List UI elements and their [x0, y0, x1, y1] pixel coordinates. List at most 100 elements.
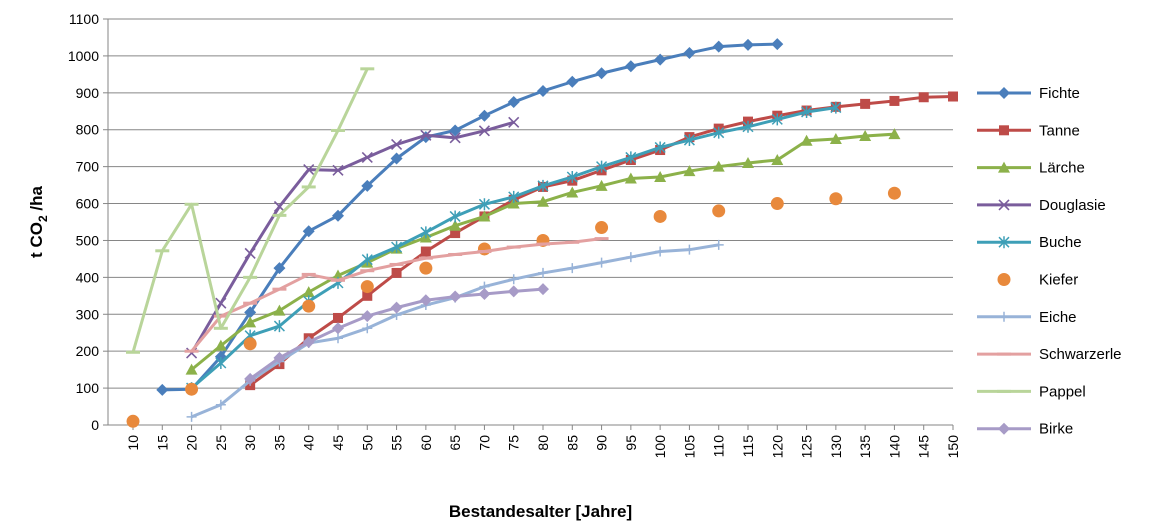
legend-label: Buche — [1039, 234, 1082, 251]
data-point — [742, 156, 754, 168]
series-douglasie — [186, 116, 520, 359]
y-axis-title-unit: /ha — [27, 186, 46, 216]
y-tick-label: 300 — [76, 306, 100, 322]
data-point — [683, 165, 696, 177]
data-point — [303, 164, 315, 176]
y-axis-title-subscript: 2 — [36, 215, 50, 222]
data-point — [214, 339, 227, 351]
data-point — [567, 263, 578, 274]
y-tick-label: 200 — [76, 343, 100, 359]
data-point — [830, 101, 842, 114]
data-point — [538, 267, 548, 278]
legend-label: Pappel — [1039, 383, 1086, 400]
data-point — [508, 274, 519, 285]
x-tick-label: 10 — [125, 435, 141, 451]
data-point — [333, 333, 343, 344]
legend-label: Eiche — [1039, 309, 1077, 326]
data-point — [537, 84, 549, 97]
y-tick-label: 1100 — [69, 11, 99, 27]
data-point — [244, 316, 257, 328]
x-tick-label: 75 — [506, 435, 522, 451]
data-point — [449, 290, 462, 303]
data-point — [302, 299, 316, 313]
data-point — [625, 252, 636, 263]
x-tick-label: 130 — [828, 435, 844, 459]
data-point — [273, 262, 286, 275]
data-point — [801, 106, 813, 119]
data-point — [654, 170, 667, 182]
data-point — [998, 236, 1010, 249]
data-point — [507, 285, 520, 298]
x-tick-label: 30 — [242, 435, 258, 451]
series-birke — [244, 283, 549, 385]
data-point — [625, 151, 637, 164]
legend-label: Douglasie — [1039, 197, 1106, 214]
data-point — [889, 95, 900, 106]
data-point — [712, 204, 726, 218]
y-tick-label: 1000 — [68, 48, 99, 64]
data-point — [654, 141, 666, 154]
data-point — [449, 210, 461, 223]
legend-item: Lärche — [977, 160, 1085, 177]
x-tick-label: 135 — [857, 435, 873, 459]
legend-label: Fichte — [1039, 85, 1080, 102]
data-point — [478, 287, 491, 300]
x-tick-label: 100 — [652, 435, 668, 459]
legend: Fichte Tanne Lärche Douglasie Buche Kiefer Eic… — [977, 85, 1122, 438]
data-point — [770, 197, 784, 211]
data-point — [244, 247, 256, 259]
data-point — [829, 192, 843, 206]
data-point — [391, 138, 403, 151]
data-point — [654, 53, 667, 66]
x-tick-label: 120 — [769, 435, 785, 459]
legend-label: Tanne — [1039, 122, 1080, 139]
x-tick-label: 15 — [154, 435, 170, 451]
x-tick-label: 35 — [271, 435, 287, 451]
y-tick-label: 500 — [76, 232, 100, 248]
x-tick-label: 40 — [301, 435, 317, 451]
data-point — [477, 242, 491, 256]
legend-label: Lärche — [1039, 160, 1085, 177]
x-tick-label: 65 — [447, 435, 463, 451]
x-tick-label: 70 — [476, 435, 492, 451]
series-line — [190, 132, 895, 371]
data-point — [860, 98, 871, 109]
y-tick-label: 0 — [91, 417, 99, 433]
data-point — [302, 286, 315, 298]
data-point — [390, 152, 403, 165]
data-point — [244, 372, 257, 385]
data-series — [126, 38, 958, 428]
data-point — [332, 164, 344, 176]
data-point — [449, 124, 462, 137]
data-point — [478, 109, 491, 122]
data-point — [595, 221, 609, 235]
data-point — [449, 132, 461, 144]
x-tick-label: 45 — [330, 435, 346, 451]
series-line — [190, 120, 515, 354]
data-point — [655, 246, 666, 257]
data-point — [126, 414, 140, 428]
data-point — [683, 134, 695, 147]
data-point — [999, 311, 1009, 322]
data-point — [419, 261, 433, 275]
data-point — [508, 190, 520, 203]
legend-label: Schwarzerle — [1039, 346, 1122, 363]
data-point — [362, 323, 373, 334]
data-point — [215, 297, 227, 309]
data-point — [507, 197, 520, 209]
series-pappel — [126, 67, 375, 354]
data-point — [742, 120, 754, 133]
data-point — [596, 160, 608, 173]
data-point — [653, 209, 667, 223]
data-point — [391, 267, 402, 278]
x-tick-label: 25 — [213, 435, 229, 451]
data-point — [273, 304, 286, 316]
series-lärche — [185, 128, 901, 375]
data-point — [273, 351, 286, 364]
x-tick-label: 140 — [886, 435, 902, 459]
data-point — [948, 91, 958, 102]
y-tick-label: 600 — [76, 196, 100, 212]
data-point — [829, 132, 842, 144]
data-point — [713, 239, 724, 250]
